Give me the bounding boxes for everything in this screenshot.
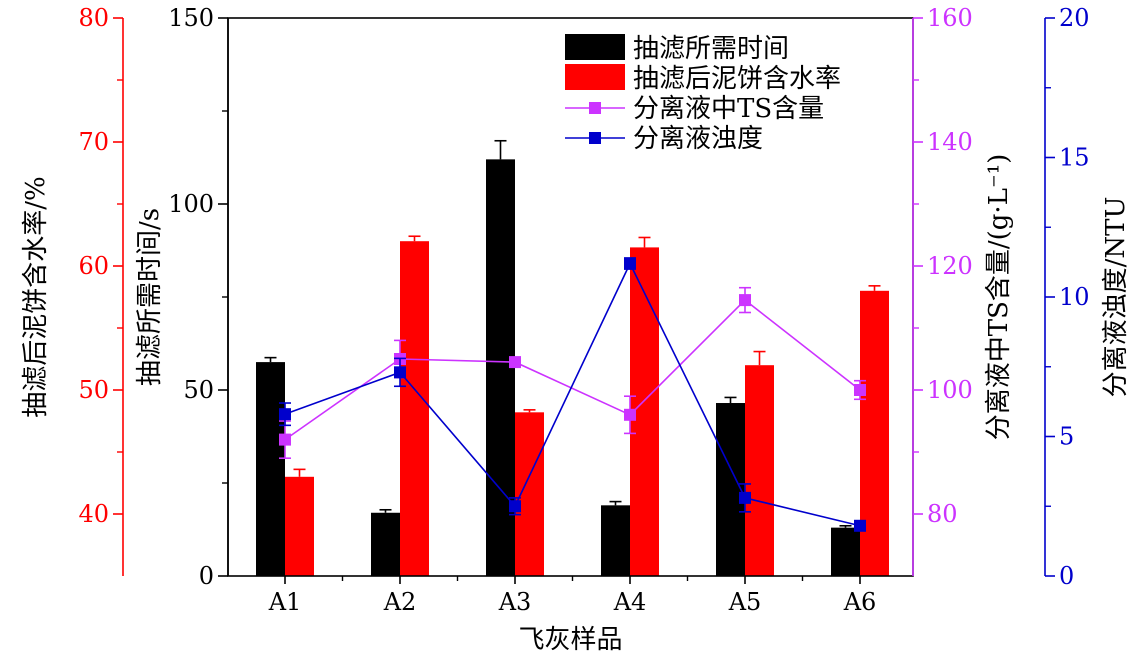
time-axis: 0 50 100 150 抽滤所需时间/s [135, 4, 229, 590]
moisture-tick-label: 70 [78, 128, 109, 156]
turbidity-tick-label: 10 [1059, 283, 1090, 311]
bar [400, 241, 429, 576]
x-tick-label: A4 [613, 588, 647, 616]
ts-tick-label: 160 [927, 4, 973, 32]
data-point [279, 433, 291, 446]
time-tick-label: 100 [168, 190, 214, 218]
legend-label: 分离液浊度 [633, 124, 763, 154]
data-point [854, 384, 866, 396]
data-point [739, 491, 751, 504]
x-tick-label: A3 [498, 588, 532, 616]
bar [515, 412, 544, 576]
turbidity-tick-label: 5 [1059, 423, 1074, 451]
legend-item: 分离液中TS含量 [565, 94, 824, 124]
moisture-axis-label: 抽滤后泥饼含水率/% [21, 176, 51, 417]
bar-series-1 [285, 235, 889, 576]
data-point [739, 294, 751, 307]
bar [831, 527, 860, 576]
turbidity-axis: 0 5 10 15 20 分离液浊度/NTU [1044, 4, 1131, 590]
legend-label: 抽滤后泥饼含水率 [633, 64, 841, 94]
moisture-tick-label: 50 [78, 376, 109, 404]
legend-item: 分离液浊度 [565, 124, 763, 154]
ts-tick-label: 100 [927, 376, 973, 404]
legend-swatch [565, 34, 625, 60]
moisture-tick-label: 80 [78, 4, 109, 32]
bar [285, 476, 314, 576]
turbidity-axis-label: 分离液浊度/NTU [1101, 197, 1131, 398]
data-point [624, 408, 636, 421]
turbidity-tick-label: 20 [1059, 4, 1090, 32]
legend-marker [589, 102, 601, 114]
time-axis-label: 抽滤所需时间/s [135, 208, 165, 386]
turbidity-tick-label: 15 [1059, 144, 1090, 172]
moisture-tick-label: 40 [78, 500, 109, 528]
moisture-axis: 40 50 60 70 80 抽滤后泥饼含水率/% [21, 4, 124, 576]
x-tick-label: A2 [383, 588, 417, 616]
ts-tick-label: 80 [927, 500, 958, 528]
line-series-0 [279, 286, 866, 460]
ts-tick-label: 140 [927, 128, 973, 156]
ts-axis-label: 分离液中TS含量/(g·L⁻¹) [984, 154, 1014, 441]
legend-swatch [565, 64, 625, 90]
line-series-1 [279, 257, 866, 532]
ts-tick-label: 120 [927, 252, 973, 280]
data-point [279, 408, 291, 421]
legend-label: 分离液中TS含量 [633, 94, 824, 124]
x-axis-label: 飞灰样品 [518, 625, 622, 655]
data-point [509, 500, 521, 513]
moisture-tick-label: 60 [78, 252, 109, 280]
x-tick-label: A5 [728, 588, 762, 616]
data-point [394, 366, 406, 379]
x-tick-label: A6 [843, 588, 877, 616]
bar [371, 512, 400, 576]
legend-marker [589, 132, 601, 144]
bar [745, 365, 774, 576]
data-point [624, 257, 636, 270]
legend-label: 抽滤所需时间 [633, 34, 789, 64]
bar [601, 505, 630, 576]
data-point [854, 519, 866, 532]
legend-item: 抽滤所需时间 [565, 34, 789, 64]
legend-item: 抽滤后泥饼含水率 [565, 64, 841, 94]
x-tick-label: A1 [268, 588, 302, 616]
data-point [509, 356, 521, 369]
bar [256, 362, 285, 576]
time-tick-label: 150 [168, 4, 214, 32]
time-tick-label: 0 [199, 562, 214, 590]
time-tick-label: 50 [183, 376, 214, 404]
series-line [284, 261, 861, 527]
ts-axis: 80 100 120 140 160 分离液中TS含量/(g·L⁻¹) [912, 4, 1014, 576]
series-line [284, 299, 861, 441]
turbidity-tick-label: 0 [1059, 562, 1074, 590]
bar [860, 290, 889, 576]
